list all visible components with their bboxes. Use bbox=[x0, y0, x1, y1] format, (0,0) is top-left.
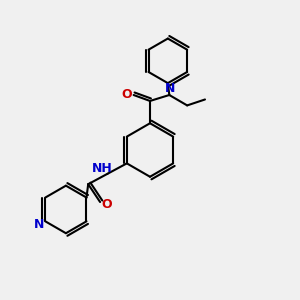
Text: N: N bbox=[34, 218, 45, 231]
Text: O: O bbox=[122, 88, 132, 100]
Text: N: N bbox=[165, 82, 175, 95]
Text: NH: NH bbox=[92, 162, 112, 175]
Text: O: O bbox=[101, 199, 112, 212]
